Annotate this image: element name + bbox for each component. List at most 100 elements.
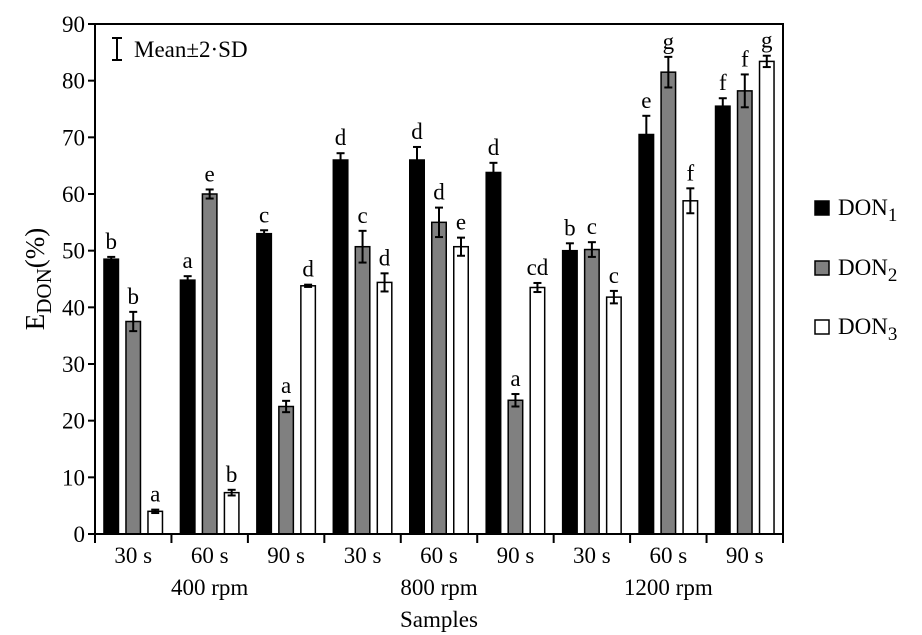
y-tick-label: 70: [62, 125, 85, 150]
bar: [682, 200, 699, 535]
significance-letter: d: [433, 180, 445, 205]
significance-letter: cd: [527, 255, 549, 280]
significance-letter: a: [281, 373, 291, 398]
significance-letter: e: [205, 161, 215, 186]
bar: [300, 285, 317, 535]
significance-letter: a: [150, 482, 160, 507]
significance-letter: f: [719, 70, 727, 95]
significance-letter: a: [510, 366, 520, 391]
bar: [736, 90, 753, 535]
legend-label: DON1: [838, 195, 897, 226]
group-label: 400 rpm: [171, 575, 248, 600]
y-axis-label: EDON(%): [20, 228, 56, 330]
bar: [354, 245, 371, 535]
bar: [376, 281, 393, 535]
significance-letter: g: [663, 29, 675, 54]
legend-label-main: DON: [838, 195, 888, 220]
bar: [583, 248, 600, 535]
bar: [223, 491, 240, 535]
bar: [660, 71, 677, 535]
x-tick-label: 60 s: [191, 543, 229, 568]
y-tick-label: 0: [74, 522, 86, 547]
significance-letter: c: [609, 263, 619, 288]
x-tick-label: 60 s: [420, 543, 458, 568]
significance-letter: d: [335, 125, 347, 150]
y-tick-label: 60: [62, 182, 85, 207]
bar: [758, 60, 775, 535]
y-axis-label-subscript: DON: [32, 268, 56, 314]
bar: [605, 296, 622, 535]
group-label: 1200 rpm: [624, 575, 713, 600]
bar: [714, 105, 731, 535]
significance-letter: e: [641, 88, 651, 113]
y-tick-label: 10: [62, 465, 85, 490]
x-tick-label: 90 s: [497, 543, 535, 568]
bar: [125, 320, 142, 535]
bar: [332, 159, 349, 535]
bar: [278, 405, 295, 535]
significance-letter: d: [488, 135, 500, 160]
significance-letter: d: [411, 119, 423, 144]
significance-letter: c: [259, 202, 269, 227]
bar: [103, 258, 120, 535]
significance-letter: f: [741, 46, 749, 71]
legend-swatch: [814, 319, 830, 335]
x-tick-label: 30 s: [573, 543, 611, 568]
significance-letter: d: [379, 245, 391, 270]
x-tick-label: 30 s: [114, 543, 152, 568]
errorbar-legend: Mean±2·SD: [112, 37, 248, 62]
bar: [431, 221, 447, 535]
y-tick-label: 20: [62, 409, 85, 434]
y-tick-label: 50: [62, 239, 85, 264]
legend-swatch: [814, 200, 830, 216]
bar: [529, 286, 546, 535]
legend-label-main: DON: [838, 314, 888, 339]
legend-label-subscript: 3: [888, 324, 898, 345]
legend-label-subscript: 2: [888, 265, 898, 286]
y-tick-label: 30: [62, 352, 85, 377]
x-tick-label: 60 s: [649, 543, 687, 568]
significance-letter: b: [226, 462, 238, 487]
legend-label-subscript: 1: [888, 205, 898, 226]
axes: 0 10 20 30 40 50 60 70 80 90 EDON(%) 30 s 60 s 90 s 30…: [20, 12, 784, 632]
errorbar-legend-label: Mean±2·SD: [134, 37, 248, 62]
y-axis-label-suffix: (%): [20, 228, 50, 268]
significance-letter: c: [357, 203, 367, 228]
significance-letter: c: [587, 214, 597, 239]
bar: [201, 193, 218, 535]
significance-letter: b: [105, 229, 117, 254]
legend-swatch: [814, 260, 830, 276]
bar: [147, 510, 164, 535]
x-tick-label: 90 s: [726, 543, 764, 568]
bar: [179, 279, 196, 535]
x-tick-label: 90 s: [267, 543, 305, 568]
bar: [453, 245, 469, 535]
y-tick-label: 90: [62, 12, 85, 37]
bar: [409, 159, 425, 535]
bar: [507, 399, 524, 535]
y-tick-label: 40: [62, 295, 85, 320]
plot-frame: [94, 23, 784, 535]
significance-letter: d: [302, 257, 314, 282]
bar: [256, 232, 273, 535]
legend-label-main: DON: [838, 255, 888, 280]
bar: [485, 171, 502, 535]
significance-letter: b: [564, 215, 576, 240]
significance-letter: f: [686, 160, 694, 185]
bar: [638, 133, 655, 535]
x-axis-label: Samples: [400, 607, 478, 632]
y-axis-label-main: E: [20, 314, 50, 331]
x-tick-label: 30 s: [344, 543, 382, 568]
significance-letter: e: [456, 210, 466, 235]
significance-letter: g: [761, 28, 773, 53]
y-tick-label: 80: [62, 69, 85, 94]
legend-label: DON3: [838, 314, 897, 345]
legend-label: DON2: [838, 255, 897, 286]
significance-letter: b: [127, 284, 139, 309]
significance-letter: a: [183, 248, 193, 273]
bar: [561, 249, 578, 535]
group-label: 800 rpm: [400, 575, 477, 600]
